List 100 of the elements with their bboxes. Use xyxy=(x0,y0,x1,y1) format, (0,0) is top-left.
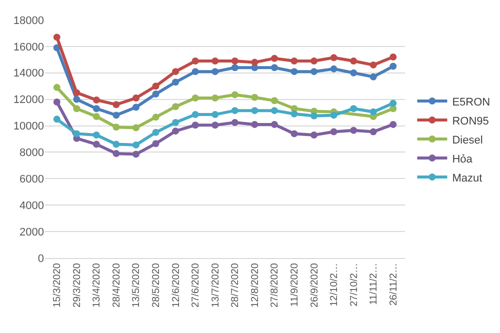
point xyxy=(112,112,120,119)
point xyxy=(132,141,140,148)
point xyxy=(270,120,278,128)
legend-label: E5RON xyxy=(452,96,490,108)
point xyxy=(270,64,278,72)
point xyxy=(231,107,238,114)
point xyxy=(231,118,238,126)
point xyxy=(92,105,100,112)
point xyxy=(370,73,377,80)
point xyxy=(231,91,238,98)
x-tick-label: 27/10/2… xyxy=(348,263,360,306)
y-tick-label: 6000 xyxy=(20,174,44,186)
point xyxy=(152,114,160,121)
y-tick-label: 10000 xyxy=(13,120,44,133)
y-tick-label: 18000 xyxy=(13,14,44,27)
point xyxy=(92,96,100,104)
point xyxy=(132,104,140,111)
point xyxy=(310,112,318,120)
point xyxy=(53,116,60,123)
x-tick-label: 13/5/2020 xyxy=(131,262,142,308)
point xyxy=(212,94,219,102)
legend-label: Hỏa xyxy=(452,153,474,166)
point xyxy=(192,57,199,64)
x-tick-label: 26/9/2020 xyxy=(309,262,320,308)
x-tick-label: 27/8/2020 xyxy=(270,262,281,308)
point xyxy=(92,132,100,139)
point xyxy=(212,111,219,118)
y-tick-label: 0 xyxy=(38,252,44,265)
point xyxy=(390,120,397,128)
point xyxy=(152,82,160,90)
point xyxy=(112,140,120,148)
point xyxy=(192,111,199,118)
point xyxy=(92,140,100,148)
point xyxy=(390,54,397,61)
x-tick-label: 12/8/2020 xyxy=(250,262,261,308)
point xyxy=(212,68,219,76)
x-tick-label: 13/7/2020 xyxy=(210,262,222,308)
point xyxy=(390,100,397,107)
point xyxy=(270,54,278,62)
point xyxy=(192,68,199,76)
point xyxy=(73,130,80,138)
point xyxy=(310,68,318,76)
point xyxy=(172,118,180,126)
x-tick-label: 29/3/2020 xyxy=(72,262,83,308)
y-tick-label: 16000 xyxy=(13,41,44,54)
x-tick-label: 28/4/2020 xyxy=(111,262,122,308)
point xyxy=(270,97,278,104)
legend-label: RON95 xyxy=(452,115,489,128)
point xyxy=(73,96,80,103)
x-tick-label: 28/7/2020 xyxy=(230,262,242,308)
point xyxy=(152,128,160,136)
point xyxy=(172,78,180,86)
point xyxy=(152,90,160,98)
point xyxy=(132,94,140,102)
point xyxy=(172,103,180,110)
point xyxy=(350,126,358,134)
point xyxy=(251,94,258,101)
point xyxy=(290,110,298,118)
point xyxy=(310,57,318,64)
y-tick-label: 14000 xyxy=(13,68,44,80)
point xyxy=(53,98,60,106)
point xyxy=(370,108,377,116)
point xyxy=(251,107,258,114)
y-tick-label: 2000 xyxy=(20,226,44,238)
point xyxy=(231,57,238,64)
point xyxy=(192,122,199,129)
point xyxy=(112,150,120,158)
point xyxy=(53,34,60,41)
x-tick-label: 27/6/2020 xyxy=(190,262,202,308)
point xyxy=(112,101,120,108)
point xyxy=(112,124,120,131)
point xyxy=(152,140,160,148)
point xyxy=(73,105,80,112)
point xyxy=(390,62,397,70)
x-tick-label: 26/11/2… xyxy=(388,263,400,306)
point xyxy=(330,65,338,72)
x-tick-label: 15/3/2020 xyxy=(52,262,64,308)
x-tick-label: 13/4/2020 xyxy=(92,262,103,308)
point xyxy=(310,132,318,139)
point xyxy=(251,120,258,128)
x-tick-label: 28/5/2020 xyxy=(151,262,162,308)
point xyxy=(53,84,60,91)
point xyxy=(132,150,140,158)
y-tick-label: 8000 xyxy=(20,147,44,160)
point xyxy=(172,68,180,76)
point xyxy=(370,61,377,68)
point xyxy=(330,128,338,136)
point xyxy=(73,89,80,96)
point xyxy=(290,130,298,138)
point xyxy=(92,113,100,120)
x-tick-label: 11/9/2020 xyxy=(289,262,300,307)
point xyxy=(270,107,278,114)
x-tick-label: 12/10/2… xyxy=(329,263,340,306)
x-tick-label: 11/11/2… xyxy=(368,263,380,305)
point xyxy=(350,57,358,64)
point xyxy=(192,94,199,102)
point xyxy=(350,69,358,76)
point xyxy=(290,68,298,76)
point xyxy=(370,128,377,136)
y-tick-label: 4000 xyxy=(20,200,44,212)
